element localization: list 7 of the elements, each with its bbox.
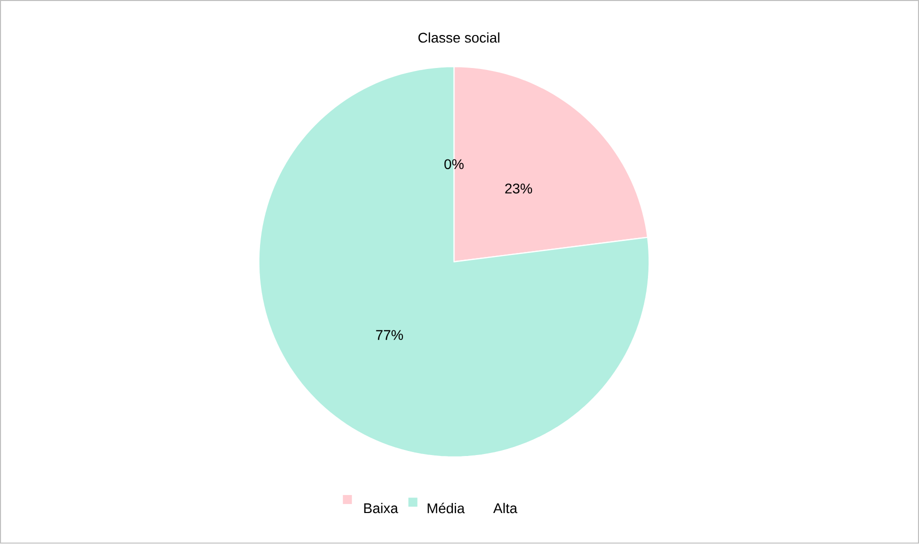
chart-title: Classe social (418, 32, 500, 43)
legend-label: Baixa (364, 503, 398, 514)
data-label: 23% (505, 184, 532, 194)
data-label: 77% (376, 330, 403, 340)
text: 0% (444, 159, 464, 170)
legend-label: Média (428, 503, 465, 514)
category-label: Alta (493, 503, 518, 514)
